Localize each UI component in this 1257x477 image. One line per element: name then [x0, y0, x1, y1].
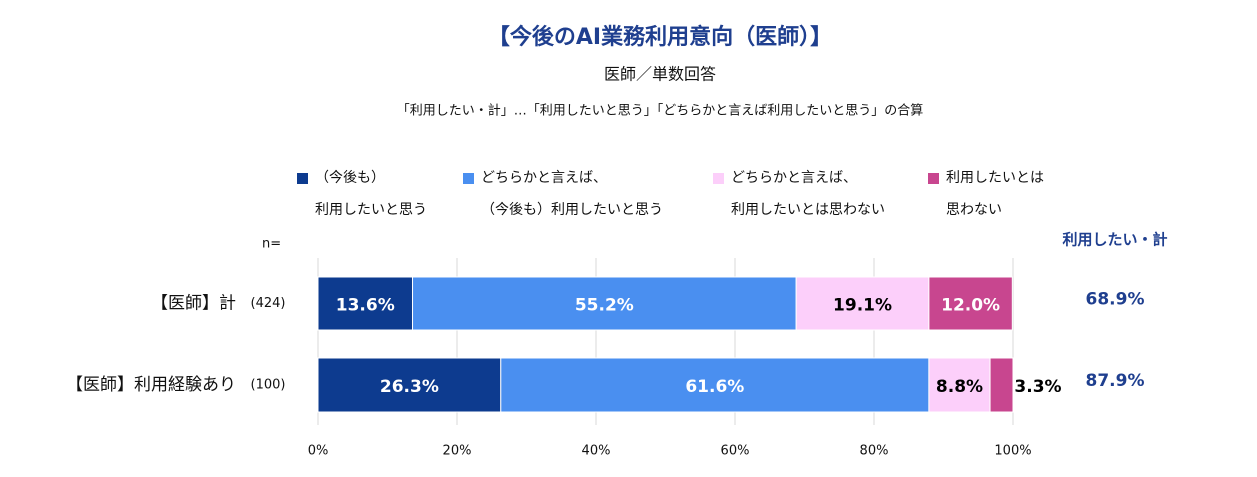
- value-label: 26.3%: [380, 377, 439, 397]
- n-label: n=: [262, 237, 281, 252]
- value-label: 19.1%: [833, 296, 892, 316]
- chart-subtitle: 医師／単数回答: [604, 65, 716, 84]
- chart-title: 【今後のAI業務利用意向（医師）】: [488, 24, 832, 50]
- total-label: 68.9%: [1086, 290, 1145, 310]
- chart-note: 「利用したい・計」…「利用したいと思う」「どちらかと言えば利用したいと思う」の合…: [397, 103, 924, 119]
- legend-label: どちらかと言えば、 利用したいとは思わない: [731, 170, 885, 218]
- bar-segment: [500, 357, 930, 413]
- x-tick-label: 60%: [721, 444, 750, 459]
- value-label: 12.0%: [941, 296, 1000, 316]
- category-label: 【医師】計: [151, 294, 236, 314]
- legend-swatch: [713, 173, 724, 184]
- bar-segment: [928, 276, 1013, 331]
- bar-segment: [317, 276, 414, 331]
- total-label: 87.9%: [1086, 371, 1145, 391]
- n-value: (100): [251, 378, 286, 393]
- x-tick-label: 20%: [443, 444, 472, 459]
- x-tick-label: 40%: [582, 444, 611, 459]
- category-label: 【医師】利用経験あり: [66, 375, 236, 395]
- bar-segment: [317, 357, 502, 413]
- legend-swatch: [463, 173, 474, 184]
- legend-label: どちらかと言えば、 （今後も）利用したいと思う: [481, 170, 663, 218]
- legend-swatch: [928, 173, 939, 184]
- total-header: 利用したい・計: [1062, 231, 1167, 249]
- value-label: 61.6%: [685, 377, 744, 397]
- value-label: 13.6%: [336, 296, 395, 316]
- x-tick-label: 100%: [994, 444, 1031, 459]
- value-label: 3.3%: [1014, 377, 1061, 397]
- legend-swatch: [297, 173, 308, 184]
- bar-segment: [989, 357, 1014, 413]
- legend-label: 利用したいとは 思わない: [946, 170, 1044, 218]
- n-value: (424): [251, 296, 286, 311]
- legend-label: （今後も） 利用したいと思う: [315, 170, 427, 218]
- value-label: 8.8%: [936, 377, 983, 397]
- value-label: 55.2%: [575, 296, 634, 316]
- x-tick-label: 80%: [860, 444, 889, 459]
- bar-segment: [928, 357, 991, 413]
- x-tick-label: 0%: [308, 444, 329, 459]
